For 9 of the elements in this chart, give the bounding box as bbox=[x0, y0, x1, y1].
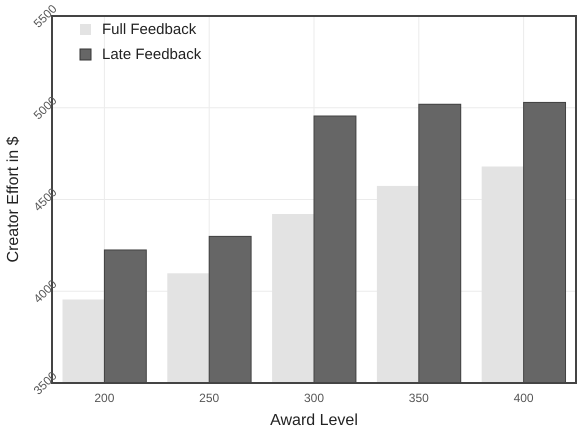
legend-label: Full Feedback bbox=[102, 21, 197, 38]
x-tick-label: 350 bbox=[408, 391, 430, 405]
y-axis-title: Creator Effort in $ bbox=[5, 136, 22, 262]
x-tick-label: 300 bbox=[304, 391, 324, 405]
x-tick-label: 250 bbox=[199, 391, 220, 405]
x-tick-label: 400 bbox=[514, 391, 534, 405]
x-tick-label: 200 bbox=[94, 391, 115, 405]
x-axis-title: Award Level bbox=[270, 412, 358, 429]
legend-label: Late Feedback bbox=[102, 46, 202, 63]
